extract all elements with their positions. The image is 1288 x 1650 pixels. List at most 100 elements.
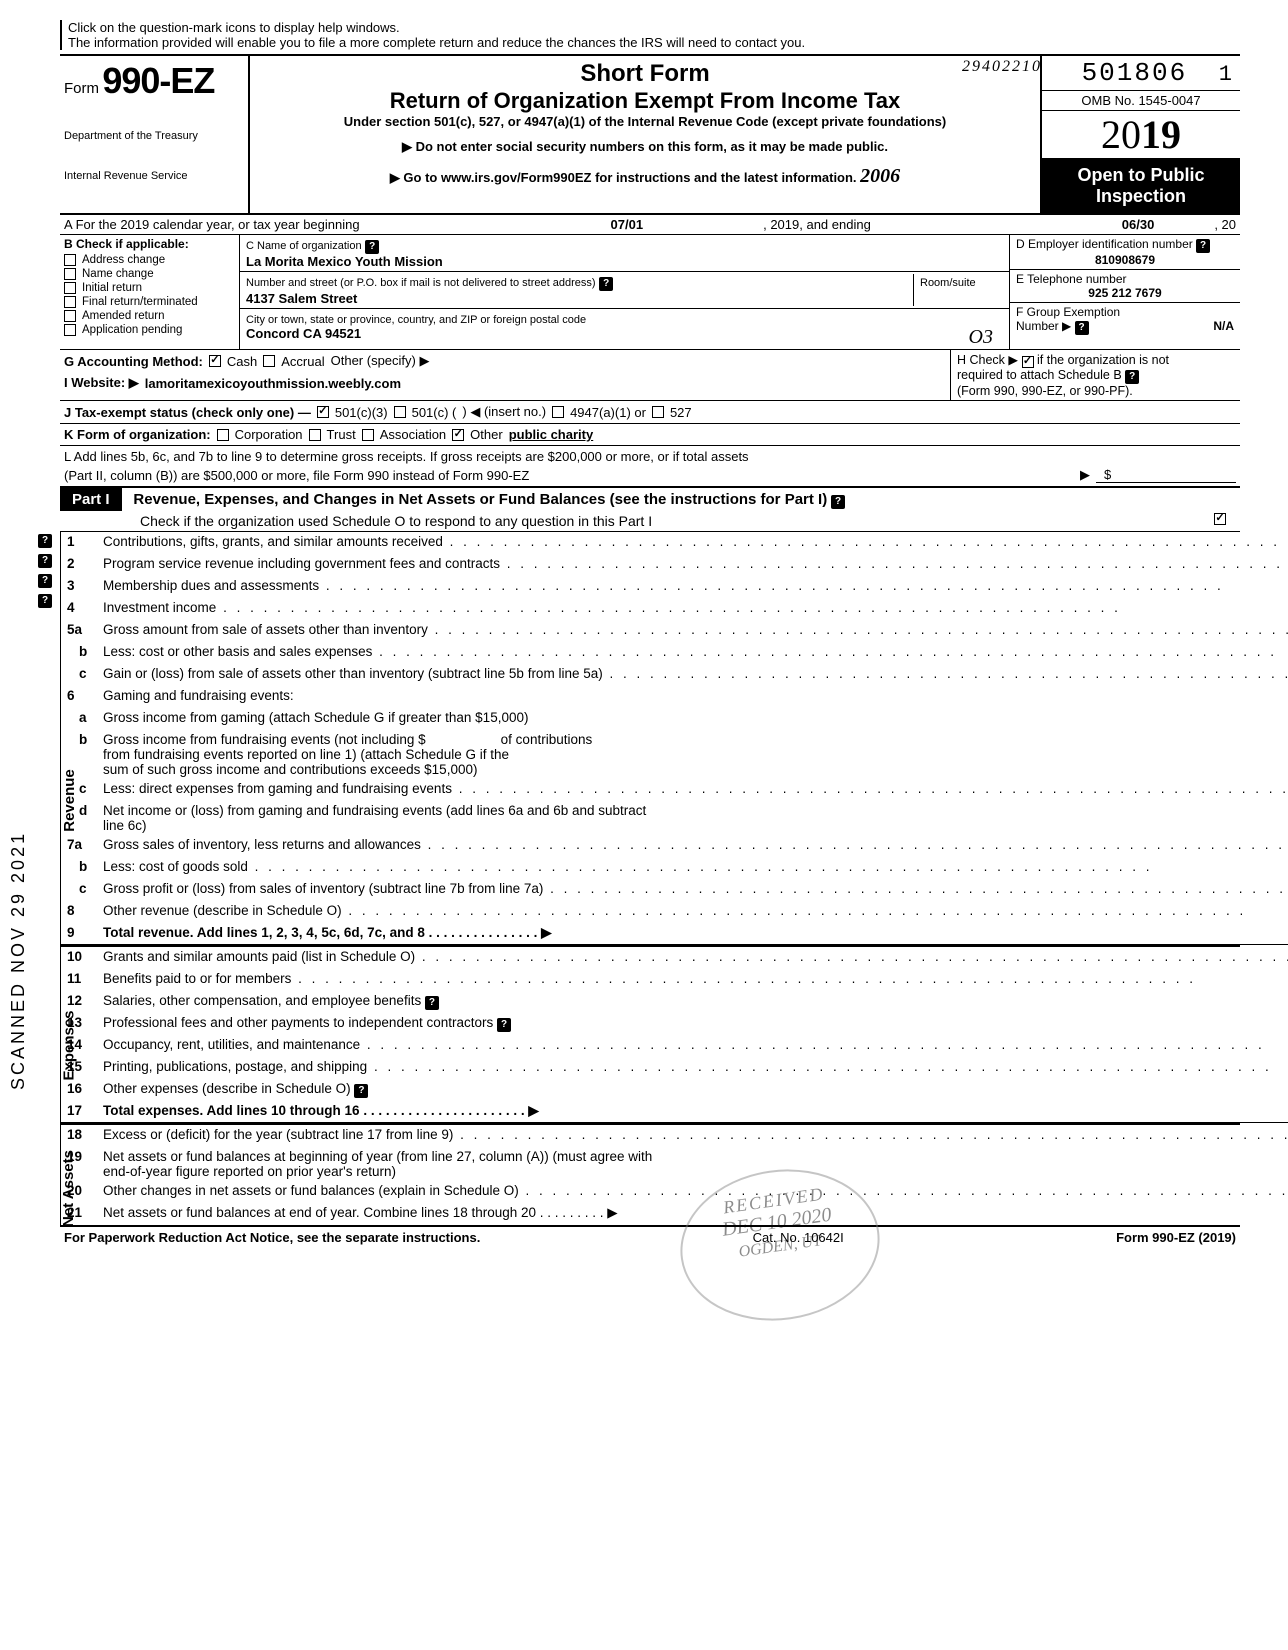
check-name-change[interactable]: Name change bbox=[60, 267, 239, 281]
line-num: 6 bbox=[61, 686, 99, 708]
line-desc: Contributions, gifts, grants, and simila… bbox=[99, 532, 1288, 554]
check-final-return[interactable]: Final return/terminated bbox=[60, 295, 239, 309]
side-net-label: Net Assets bbox=[60, 1150, 77, 1227]
part1-header-row: Part I Revenue, Expenses, and Changes in… bbox=[60, 486, 1240, 532]
checkbox-501c3[interactable]: ✓ bbox=[317, 406, 329, 418]
help-icon[interactable]: ? bbox=[38, 574, 52, 588]
row-a-begin: 07/01 bbox=[611, 217, 644, 232]
check-amended[interactable]: Amended return bbox=[60, 309, 239, 323]
line-num: 4 bbox=[61, 598, 99, 620]
line-desc: Less: cost or other basis and sales expe… bbox=[99, 642, 1288, 664]
check-label: Name change bbox=[82, 268, 154, 280]
footer-left: For Paperwork Reduction Act Notice, see … bbox=[64, 1230, 480, 1245]
line-num: c bbox=[61, 664, 99, 686]
help-line2: The information provided will enable you… bbox=[68, 35, 1240, 50]
ein-label: D Employer identification number bbox=[1016, 237, 1193, 251]
row-a-label: A For the 2019 calendar year, or tax yea… bbox=[64, 217, 360, 232]
line-desc: Gross sales of inventory, less returns a… bbox=[99, 835, 1288, 857]
side-revenue-label: Revenue bbox=[61, 769, 78, 832]
stamp-number: 501806 bbox=[1082, 58, 1188, 88]
form-label: Form bbox=[64, 80, 99, 97]
line-num: b bbox=[61, 857, 99, 879]
help-icon[interactable]: ? bbox=[354, 1084, 368, 1098]
line-desc: Membership dues and assessments bbox=[99, 576, 1288, 598]
row-a-tail: , 20 bbox=[1214, 217, 1236, 232]
ein-value: 810908679 bbox=[1016, 253, 1234, 267]
address-cell: Number and street (or P.O. box if mail i… bbox=[240, 272, 1009, 309]
line-j: J Tax-exempt status (check only one) — ✓… bbox=[60, 401, 1240, 424]
help-icon[interactable]: ? bbox=[38, 594, 52, 608]
line-desc: Other expenses (describe in Schedule O) … bbox=[99, 1079, 1288, 1101]
check-initial-return[interactable]: Initial return bbox=[60, 281, 239, 295]
form-header: Form 990-EZ Department of the Treasury I… bbox=[60, 54, 1240, 215]
addr-label: Number and street (or P.O. box if mail i… bbox=[246, 277, 596, 289]
opt-corp: Corporation bbox=[235, 427, 303, 442]
ein-cell: D Employer identification number ? 81090… bbox=[1010, 235, 1240, 270]
line-desc: Total expenses. Add lines 10 through 16 … bbox=[99, 1101, 1288, 1122]
line-desc: Other changes in net assets or fund bala… bbox=[99, 1181, 1288, 1203]
main-title: Return of Organization Exempt From Incom… bbox=[258, 88, 1032, 114]
top-help: Click on the question-mark icons to disp… bbox=[60, 20, 1240, 50]
check-address-change[interactable]: Address change bbox=[60, 253, 239, 267]
line-desc: Net assets or fund balances at end of ye… bbox=[99, 1203, 1288, 1225]
line-l-text2: (Part II, column (B)) are $500,000 or mo… bbox=[64, 468, 529, 483]
group-label: F Group Exemption bbox=[1016, 305, 1120, 319]
checkbox-other[interactable]: ✓ bbox=[452, 429, 464, 441]
line-desc: Occupancy, rent, utilities, and maintena… bbox=[99, 1035, 1288, 1057]
line-desc: Gross income from gaming (attach Schedul… bbox=[99, 708, 1288, 730]
city-cell: City or town, state or province, country… bbox=[240, 309, 1009, 343]
checkbox-assoc[interactable] bbox=[362, 429, 374, 441]
expenses-section: Expenses 10Grants and similar amounts pa… bbox=[60, 947, 1240, 1125]
line-desc: Net income or (loss) from gaming and fun… bbox=[99, 801, 1288, 835]
help-icon[interactable]: ? bbox=[425, 996, 439, 1010]
checkbox-schedule-b[interactable]: ✓ bbox=[1022, 356, 1034, 368]
checkbox-schedule-o[interactable]: ✓ bbox=[1214, 513, 1226, 525]
checkbox-527[interactable] bbox=[652, 406, 664, 418]
help-icon[interactable]: ? bbox=[831, 495, 845, 509]
line-g-label: G Accounting Method: bbox=[64, 354, 203, 369]
help-icon[interactable]: ? bbox=[497, 1018, 511, 1032]
checkbox-4947[interactable] bbox=[552, 406, 564, 418]
scan-stamp-side: SCANNED NOV 29 2021 bbox=[8, 831, 29, 1090]
line-num: 18 bbox=[61, 1125, 99, 1147]
col-c-org-info: C Name of organization ? La Morita Mexic… bbox=[240, 235, 1010, 349]
city-value: Concord CA 94521 bbox=[246, 326, 361, 341]
help-icon[interactable]: ? bbox=[1075, 321, 1089, 335]
line-h-text2: if the organization is not bbox=[1037, 353, 1169, 367]
side-expenses-label: Expenses bbox=[61, 1010, 78, 1080]
check-label: Final return/terminated bbox=[82, 296, 198, 308]
checkbox-accrual[interactable] bbox=[263, 355, 275, 367]
stamp-number-row: 29402210 501806 1 bbox=[1042, 56, 1240, 90]
dept-treasury: Department of the Treasury bbox=[64, 130, 244, 142]
help-icon[interactable]: ? bbox=[599, 277, 613, 291]
page-number: 1 bbox=[1219, 62, 1234, 87]
dept-irs: Internal Revenue Service bbox=[64, 170, 244, 182]
line-num: 5a bbox=[61, 620, 99, 642]
section-bcd: B Check if applicable: Address change Na… bbox=[60, 235, 1240, 350]
help-icon[interactable]: ? bbox=[38, 534, 52, 548]
checkbox-501c[interactable] bbox=[394, 406, 406, 418]
checkbox-corp[interactable] bbox=[217, 429, 229, 441]
line-h-text3: required to attach Schedule B bbox=[957, 368, 1122, 382]
checkbox-cash[interactable]: ✓ bbox=[209, 355, 221, 367]
form-footer: For Paperwork Reduction Act Notice, see … bbox=[60, 1227, 1240, 1248]
line-desc: Total revenue. Add lines 1, 2, 3, 4, 5c,… bbox=[99, 923, 1288, 944]
checkbox-trust[interactable] bbox=[309, 429, 321, 441]
opt-trust: Trust bbox=[327, 427, 356, 442]
ssn-note: ▶ Do not enter social security numbers o… bbox=[258, 139, 1032, 155]
line-desc: Other revenue (describe in Schedule O) bbox=[99, 901, 1288, 923]
line-l-dollar: $ bbox=[1096, 467, 1236, 483]
group-cell: F Group Exemption Number ▶ ? N/A bbox=[1010, 303, 1240, 337]
tax-year: 2019 bbox=[1042, 110, 1240, 159]
check-app-pending[interactable]: Application pending bbox=[60, 323, 239, 337]
line-num: 1 bbox=[61, 532, 99, 554]
line-desc: Gross profit or (loss) from sales of inv… bbox=[99, 879, 1288, 901]
help-icon[interactable]: ? bbox=[38, 554, 52, 568]
help-icon[interactable]: ? bbox=[365, 240, 379, 254]
cash-label: Cash bbox=[227, 354, 257, 369]
org-name-label: C Name of organization bbox=[246, 240, 362, 252]
part1-sub: Check if the organization used Schedule … bbox=[140, 513, 652, 529]
help-icon[interactable]: ? bbox=[1125, 370, 1139, 384]
help-icon[interactable]: ? bbox=[1196, 239, 1210, 253]
col-b-header: B Check if applicable: bbox=[60, 235, 239, 253]
